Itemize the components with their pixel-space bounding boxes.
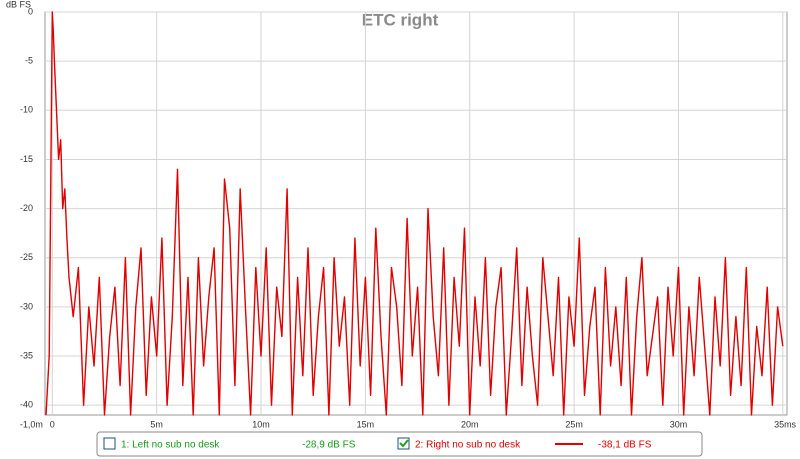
y-tick-label: -10: [20, 105, 33, 115]
y-axis-label: dB FS: [6, 0, 31, 9]
y-tick-label: -35: [20, 350, 33, 360]
x-tick-label: 5m: [150, 419, 163, 429]
x-axis-label: s: [792, 419, 797, 429]
legend-reading: -28,9 dB FS: [302, 440, 356, 451]
x-tick-label: 10m: [252, 419, 270, 429]
y-tick-label: -40: [20, 400, 33, 410]
legend-reading: -38,1 dB FS: [598, 440, 652, 451]
chart-title: ETC right: [362, 10, 439, 29]
series-line: [45, 11, 784, 416]
x-tick-label: 25m: [565, 419, 583, 429]
y-tick-label: -25: [20, 252, 33, 262]
legend-label: 1: Left no sub no desk: [121, 440, 220, 451]
y-tick-label: -5: [25, 56, 33, 66]
x-tick-label: 20m: [461, 419, 479, 429]
legend-checkbox[interactable]: [103, 437, 116, 450]
plot-area: [44, 11, 788, 416]
x-tick-label: 30m: [670, 419, 688, 429]
y-tick-label: 0: [28, 6, 33, 16]
y-tick-label: -30: [20, 301, 33, 311]
x-tick-label: 0: [50, 419, 55, 429]
y-tick-label: -15: [20, 154, 33, 164]
x-tick-label: 35m: [774, 419, 792, 429]
checkmark: [399, 439, 409, 448]
legend-checkbox[interactable]: [397, 437, 410, 450]
x-tick-label: -1,0m: [20, 419, 43, 429]
x-tick-label: 15m: [357, 419, 375, 429]
legend-label: 2: Right no sub no desk: [415, 440, 521, 451]
y-tick-label: -20: [20, 203, 33, 213]
